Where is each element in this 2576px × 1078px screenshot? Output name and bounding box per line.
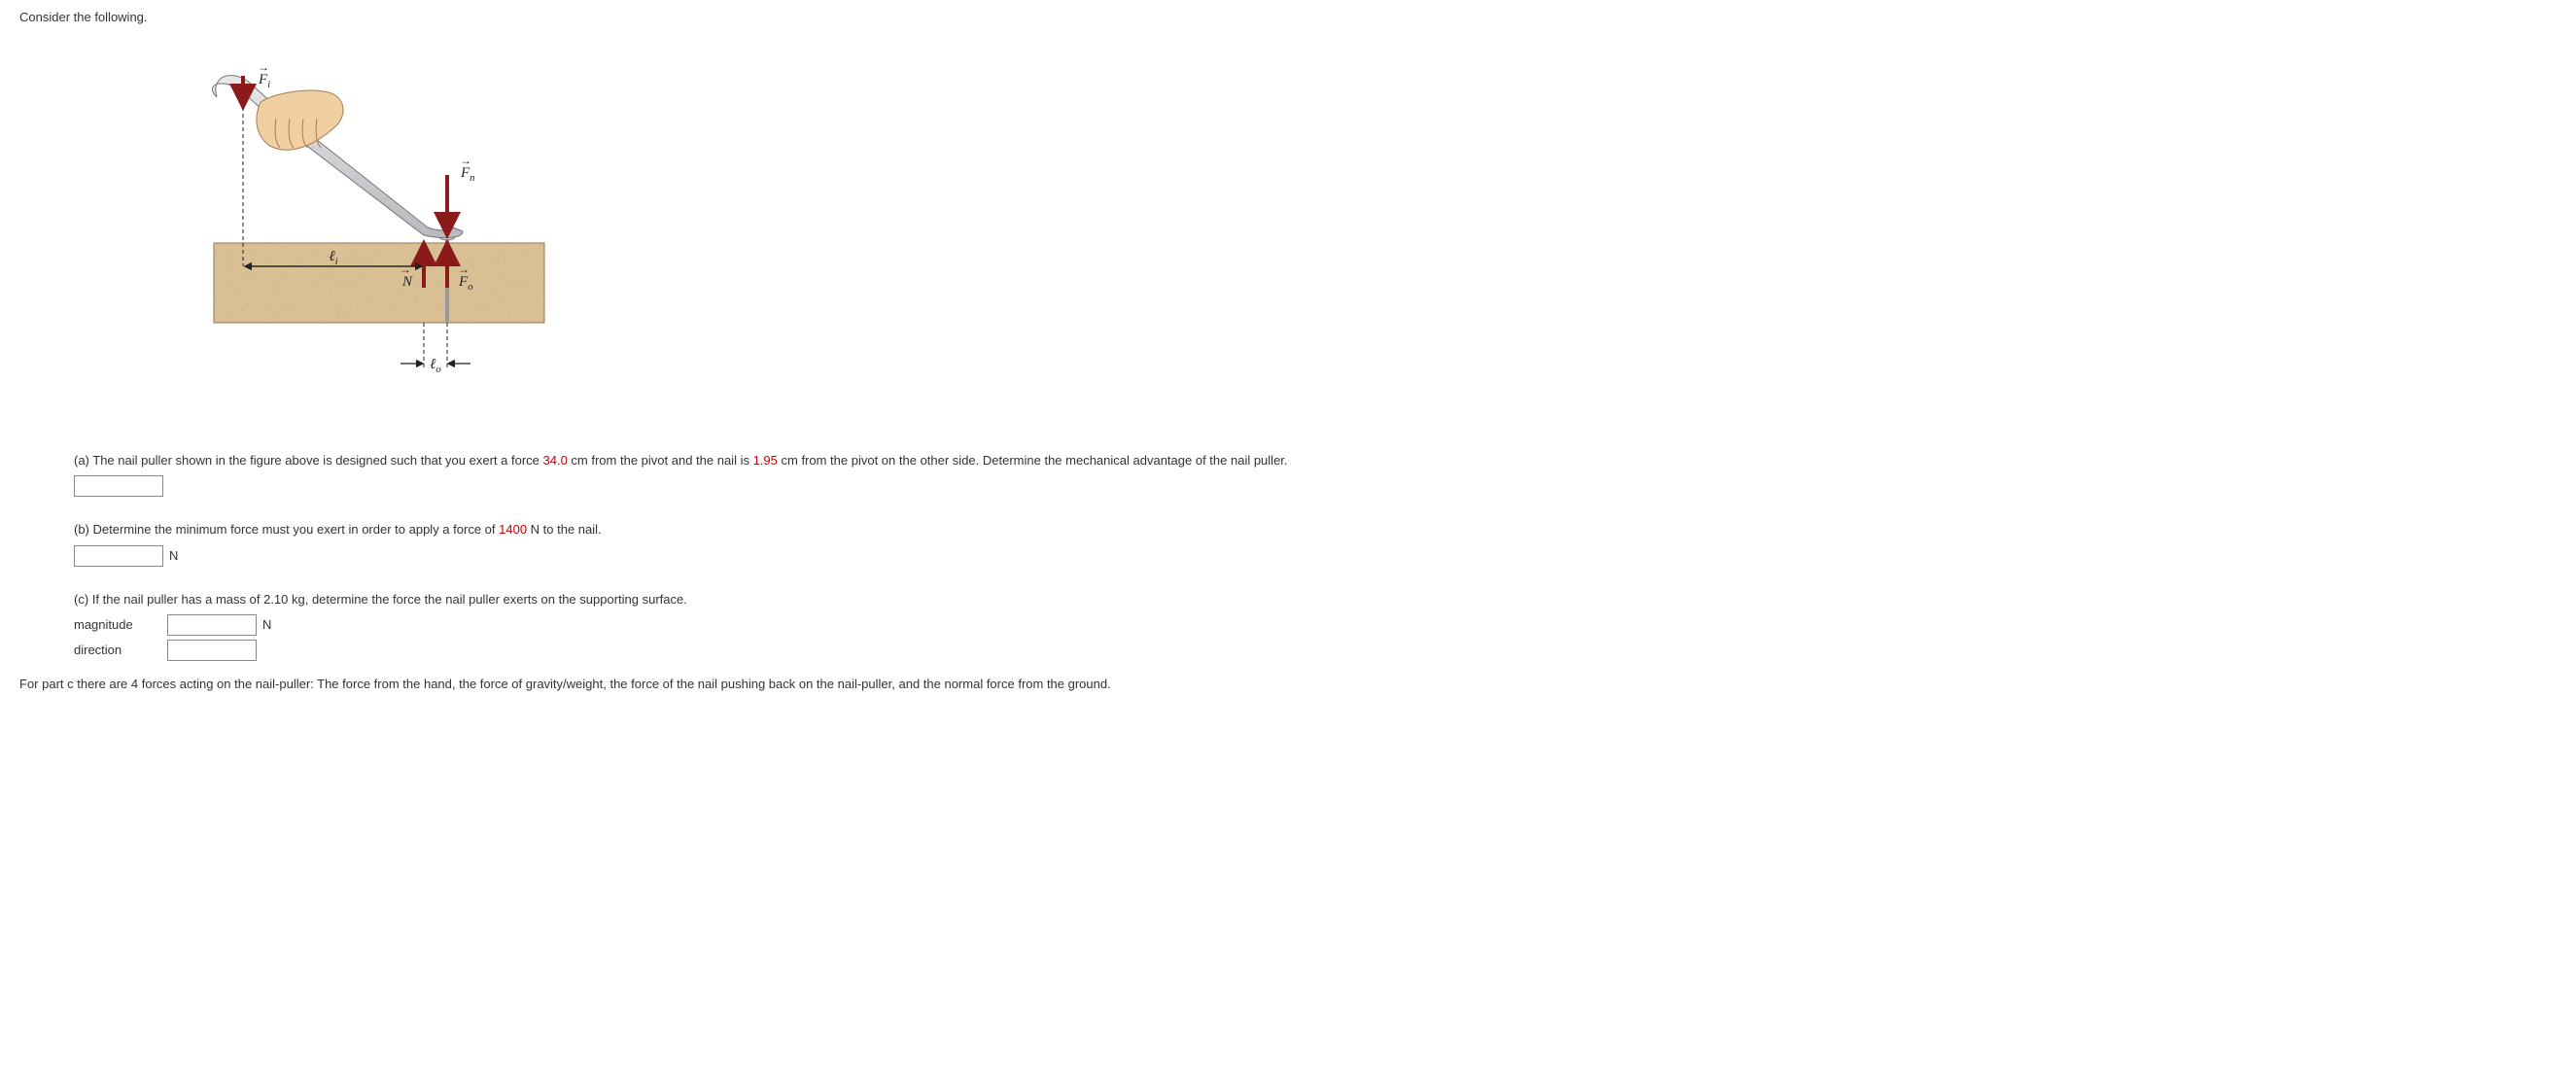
part-c: (c) If the nail puller has a mass of 2.1… [74,590,2557,662]
part-c-direction-input[interactable] [167,640,257,661]
svg-text:Fi: Fi [258,72,270,90]
nail-puller-figure: Fi→Fn→N→Fo→ℓiℓo [136,39,564,428]
part-b: (b) Determine the minimum force must you… [74,520,2557,567]
svg-text:N: N [401,274,413,290]
part-a-answer-input[interactable] [74,475,163,497]
part-a-distance-i: 34.0 [543,453,568,468]
part-c-magnitude-label: magnitude [74,615,167,635]
svg-text:→: → [458,262,470,276]
part-b-text-1: (b) Determine the minimum force must you… [74,522,499,537]
svg-text:→: → [460,154,471,167]
part-a: (a) The nail puller shown in the figure … [74,451,2557,498]
part-a-distance-o: 1.95 [753,453,778,468]
svg-text:→: → [258,60,269,74]
part-c-magnitude-input[interactable] [167,614,257,636]
svg-text:Fn: Fn [460,165,475,184]
part-c-magnitude-unit: N [262,615,271,635]
part-a-text-1: (a) The nail puller shown in the figure … [74,453,543,468]
part-b-answer-input[interactable] [74,545,163,567]
part-c-text: (c) If the nail puller has a mass of 2.1… [74,592,687,607]
part-a-text-3: cm from the pivot on the other side. Det… [778,453,1288,468]
part-b-force: 1400 [499,522,527,537]
part-b-unit: N [169,546,178,566]
svg-text:→: → [400,262,411,276]
figure: Fi→Fn→N→Fo→ℓiℓo [136,39,2557,428]
part-c-direction-label: direction [74,641,167,660]
part-a-text-2: cm from the pivot and the nail is [568,453,753,468]
svg-text:ℓo: ℓo [430,357,441,375]
part-b-text-2: N to the nail. [527,522,602,537]
intro-text: Consider the following. [19,8,2557,27]
hint-text: For part c there are 4 forces acting on … [19,675,2557,694]
